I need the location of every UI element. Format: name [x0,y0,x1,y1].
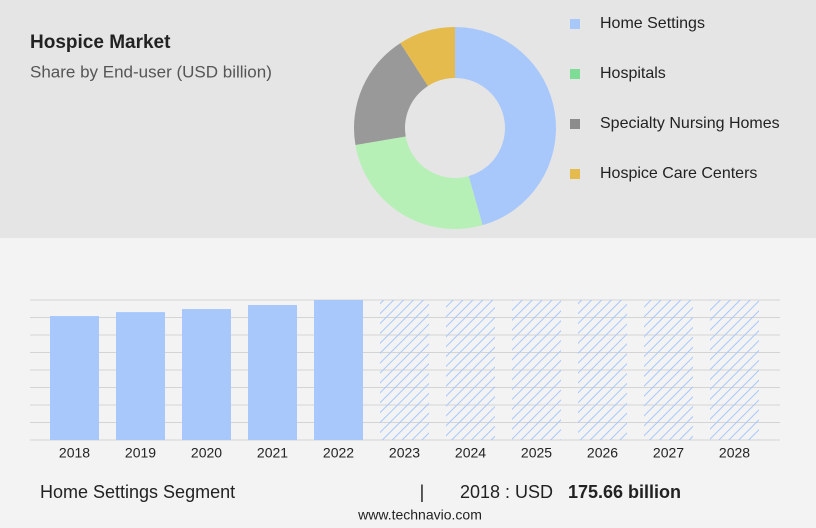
forecast-bar [710,300,759,440]
x-tick-label: 2020 [191,445,222,461]
legend-marker [570,169,580,179]
bar [50,316,99,440]
bar [314,300,363,440]
pie-slice [353,43,428,146]
year-label: 2018 : USD [460,482,553,502]
chart-subtitle: Share by End-user (USD billion) [30,62,272,81]
forecast-bar [644,300,693,440]
pie-slice [455,27,556,226]
segment-label: Home Settings Segment [40,482,235,502]
legend-marker [570,19,580,29]
bar [116,312,165,440]
x-tick-label: 2019 [125,445,156,461]
pie-slice [355,136,483,230]
x-tick-label: 2023 [389,445,420,461]
legend-marker [570,119,580,129]
x-tick-label: 2021 [257,445,288,461]
x-tick-label: 2026 [587,445,618,461]
legend-label: Hospice Care Centers [600,165,757,182]
chart-title: Hospice Market [30,32,171,53]
x-tick-label: 2024 [455,445,486,461]
forecast-bar [446,300,495,440]
value-label: 175.66 billion [568,482,681,502]
legend-label: Hospitals [600,65,666,82]
separator: | [420,482,425,502]
x-tick-label: 2025 [521,445,552,461]
x-tick-label: 2028 [719,445,750,461]
bar [248,305,297,440]
legend-marker [570,69,580,79]
x-tick-label: 2022 [323,445,354,461]
bar [182,309,231,440]
pie-slice [400,27,455,86]
x-tick-label: 2027 [653,445,684,461]
x-tick-label: 2018 [59,445,90,461]
forecast-bar [512,300,561,440]
source: www.technavio.com [357,507,482,523]
legend-label: Specialty Nursing Homes [600,115,780,132]
forecast-bar [578,300,627,440]
forecast-bar [380,300,429,440]
legend-label: Home Settings [600,15,705,32]
